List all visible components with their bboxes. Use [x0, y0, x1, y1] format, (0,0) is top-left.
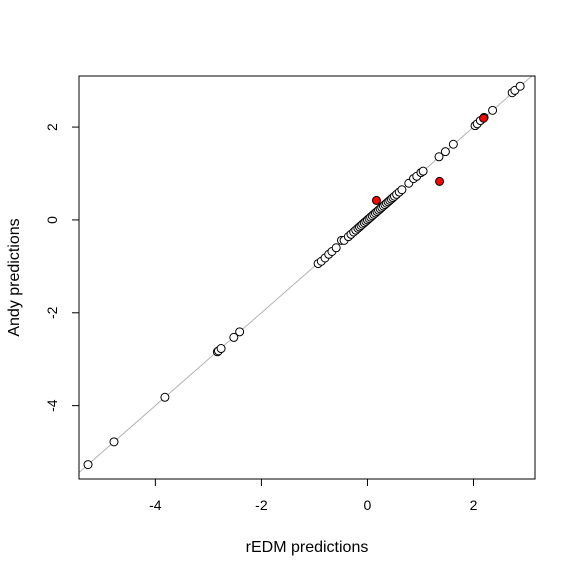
- y-tick-label: -4: [44, 399, 60, 412]
- x-tick-label: -4: [149, 497, 162, 513]
- highlighted-data-point: [479, 113, 489, 123]
- data-point: [216, 344, 226, 354]
- plot-frame: [78, 75, 536, 480]
- data-point: [331, 243, 341, 253]
- data-point: [83, 460, 93, 470]
- highlighted-data-point: [371, 195, 381, 205]
- data-point: [397, 185, 407, 195]
- highlighted-data-point: [435, 176, 445, 186]
- data-point: [229, 332, 239, 342]
- y-axis: -4 -2 0 2: [44, 123, 79, 412]
- x-tick-label: 0: [364, 497, 372, 513]
- y-tick-label: -2: [44, 306, 60, 319]
- data-point: [488, 105, 498, 115]
- highlighted-data-points: [371, 113, 489, 205]
- x-axis-label: rEDM predictions: [246, 539, 369, 556]
- x-tick-label: -2: [255, 497, 268, 513]
- data-point: [109, 437, 119, 447]
- data-point: [515, 81, 525, 91]
- data-point: [235, 327, 245, 337]
- data-point: [418, 166, 428, 176]
- y-tick-label: 0: [44, 216, 60, 224]
- y-tick-label: 2: [44, 123, 60, 131]
- y-axis-label: Andy predictions: [6, 218, 23, 336]
- data-point: [434, 152, 444, 162]
- data-point: [448, 139, 458, 149]
- data-point: [440, 147, 450, 157]
- x-tick-label: 2: [470, 497, 478, 513]
- x-axis: -4 -2 0 2: [149, 479, 478, 513]
- data-point: [160, 392, 170, 402]
